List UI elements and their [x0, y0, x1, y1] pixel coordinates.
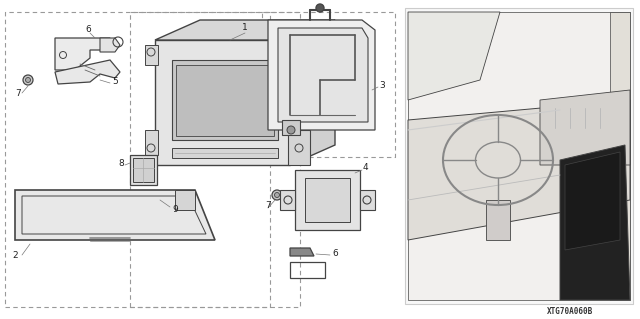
Text: 6: 6 — [85, 26, 91, 34]
Bar — [130, 12, 300, 307]
Polygon shape — [290, 20, 335, 165]
Polygon shape — [305, 178, 350, 222]
Polygon shape — [565, 152, 620, 250]
Polygon shape — [268, 20, 375, 130]
Bar — [405, 8, 633, 304]
Text: 3: 3 — [379, 80, 385, 90]
Polygon shape — [155, 40, 290, 165]
Polygon shape — [408, 12, 630, 300]
Polygon shape — [172, 148, 278, 158]
Text: 7: 7 — [265, 201, 271, 210]
Polygon shape — [278, 28, 368, 122]
Polygon shape — [55, 38, 110, 70]
Polygon shape — [540, 90, 630, 165]
Polygon shape — [155, 20, 335, 40]
Polygon shape — [100, 38, 120, 52]
Polygon shape — [55, 60, 120, 84]
Polygon shape — [486, 200, 510, 240]
Circle shape — [316, 4, 324, 12]
Text: 9: 9 — [172, 205, 178, 214]
Text: 5: 5 — [112, 78, 118, 86]
Polygon shape — [133, 158, 154, 182]
Text: 2: 2 — [12, 250, 18, 259]
Text: 8: 8 — [118, 159, 124, 167]
Polygon shape — [282, 120, 300, 135]
Text: 7: 7 — [15, 88, 21, 98]
Text: 4: 4 — [362, 164, 368, 173]
Polygon shape — [145, 130, 158, 155]
Polygon shape — [176, 65, 274, 136]
Bar — [262, 12, 395, 157]
Polygon shape — [280, 190, 295, 210]
Text: 1: 1 — [242, 24, 248, 33]
Polygon shape — [360, 190, 375, 210]
Circle shape — [275, 192, 280, 197]
Polygon shape — [288, 130, 310, 165]
Polygon shape — [408, 12, 500, 100]
Text: 6: 6 — [332, 249, 338, 257]
Polygon shape — [145, 45, 158, 65]
Polygon shape — [15, 190, 215, 240]
Circle shape — [23, 75, 33, 85]
Polygon shape — [130, 155, 157, 185]
Circle shape — [26, 78, 31, 83]
Polygon shape — [408, 100, 630, 240]
Text: XTG70A060B: XTG70A060B — [547, 308, 593, 316]
Polygon shape — [560, 145, 630, 300]
Polygon shape — [290, 248, 314, 256]
Polygon shape — [172, 60, 278, 140]
Circle shape — [272, 190, 282, 200]
Circle shape — [287, 126, 295, 134]
Polygon shape — [175, 190, 195, 210]
Polygon shape — [295, 170, 360, 230]
Bar — [5, 12, 270, 307]
Polygon shape — [610, 12, 630, 300]
